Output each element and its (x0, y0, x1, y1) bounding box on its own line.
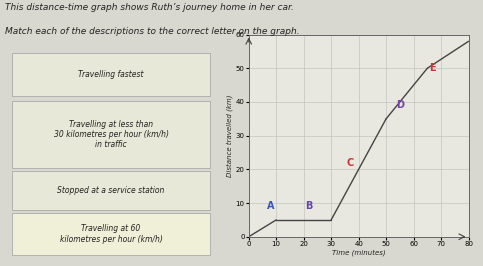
Text: Travelling at less than
30 kilometres per hour (km/h)
in traffic: Travelling at less than 30 kilometres pe… (54, 120, 169, 149)
Text: D: D (396, 100, 404, 110)
Text: C: C (347, 158, 354, 168)
Text: Stopped at a service station: Stopped at a service station (57, 186, 165, 195)
Text: Travelling fastest: Travelling fastest (78, 70, 144, 79)
Text: This distance-time graph shows Ruth’s journey home in her car.: This distance-time graph shows Ruth’s jo… (5, 3, 294, 12)
FancyBboxPatch shape (12, 101, 210, 168)
FancyBboxPatch shape (12, 171, 210, 210)
Y-axis label: Distance travelled (km): Distance travelled (km) (226, 94, 233, 177)
FancyBboxPatch shape (12, 213, 210, 255)
Text: Match each of the descriptions to the correct letter on the graph.: Match each of the descriptions to the co… (5, 27, 299, 36)
X-axis label: Time (minutes): Time (minutes) (332, 250, 385, 256)
FancyBboxPatch shape (12, 53, 210, 96)
Text: A: A (267, 201, 274, 211)
Text: E: E (429, 63, 436, 73)
Text: Travelling at 60
kilometres per hour (km/h): Travelling at 60 kilometres per hour (km… (60, 224, 162, 244)
Text: B: B (305, 201, 313, 211)
